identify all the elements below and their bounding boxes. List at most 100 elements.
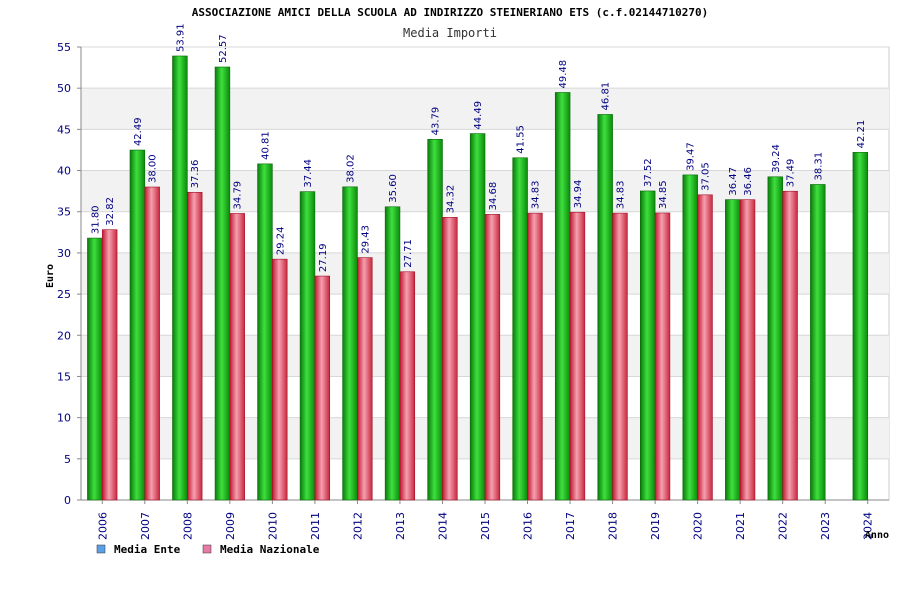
data-label-media-ente: 38.02 [346,154,357,183]
data-label-media-ente: 35.60 [388,174,399,203]
x-tick-label: 2015 [479,512,492,540]
bar-media-ente [214,66,231,501]
bar-media-nazionale [697,194,713,501]
data-label-media-ente: 44.49 [473,101,484,130]
bar-media-ente [767,176,783,501]
data-label-media-nazionale: 38.00 [148,154,159,183]
bar-media-nazionale [654,212,671,501]
bar-media-nazionale [272,258,288,501]
x-tick-label: 2024 [862,512,875,540]
x-tick-label: 2023 [819,512,832,540]
bar-media-nazionale [229,213,245,501]
x-tick-label: 2014 [436,512,449,540]
bar-media-ente [725,199,741,501]
x-tick-label: 2021 [734,512,747,540]
x-tick-label: 2012 [351,512,364,540]
x-tick-label: 2017 [564,512,577,540]
x-tick-label: 2020 [692,512,705,540]
bar-media-ente [384,206,401,501]
bar-media-ente [852,152,869,501]
x-tick-label: 2013 [394,512,407,540]
bar-media-nazionale [144,186,160,501]
bar-media-ente [427,139,443,501]
data-label-media-nazionale: 34.83 [615,180,626,209]
bar-media-ente [682,174,698,501]
bar-media-ente [640,190,656,501]
data-label-media-ente: 52.57 [218,34,229,63]
bar-media-nazionale [739,199,756,501]
y-tick-label: 25 [57,288,71,301]
y-tick-label: 35 [57,206,71,219]
data-labels-group: 31.80 32.82 42.49 38.00 53.91 37.36 52.57 34.79… [90,23,866,272]
data-label-media-ente: 31.80 [90,205,101,234]
bar-media-nazionale [782,190,798,501]
x-tick-label: 2022 [777,512,790,540]
data-label-media-ente: 37.44 [303,159,314,188]
x-tick-label: 2007 [139,512,152,540]
chart-title: ASSOCIAZIONE AMICI DELLA SCUOLA AD INDIR… [192,6,709,19]
data-label-media-nazionale: 34.85 [658,180,669,209]
x-tick-label: 2008 [181,512,194,540]
bar-media-nazionale [612,212,628,501]
x-axis-ticks: 2006 2007 2008 2009 2010 2011 2012 2013 2014 2015… [96,500,875,540]
bar-media-nazionale [569,211,586,501]
data-label-media-nazionale: 32.82 [105,197,116,226]
bar-media-ente [257,163,273,501]
x-tick-label: 2006 [96,512,109,540]
bar-media-ente [172,55,188,501]
bars-group [87,55,869,501]
bar-media-nazionale [484,214,501,501]
legend: Media Ente Media Nazionale [96,543,320,556]
bar-media-nazionale [357,257,373,501]
data-label-media-ente: 42.21 [856,120,867,149]
bar-media-ente [597,114,613,501]
y-tick-label: 10 [57,412,71,425]
chart-subtitle: Media Importi [403,26,497,40]
bar-media-ente [512,157,528,501]
data-label-media-nazionale: 37.36 [190,160,201,189]
y-tick-label: 40 [57,165,71,178]
data-label-media-ente: 36.47 [728,167,739,196]
x-axis-label: Anno [865,530,889,541]
x-tick-label: 2010 [266,512,279,540]
y-tick-label: 5 [64,453,71,466]
data-label-media-ente: 39.47 [686,142,697,171]
bar-media-ente [810,184,826,501]
bar-media-nazionale [101,229,118,501]
data-label-media-ente: 38.31 [813,152,824,181]
x-tick-label: 2018 [607,512,620,540]
bar-media-ente [469,133,486,501]
data-label-media-nazionale: 34.79 [233,181,244,210]
data-label-media-nazionale: 29.43 [360,225,371,254]
x-tick-label: 2009 [224,512,237,540]
y-tick-label: 55 [57,41,71,54]
bar-media-nazionale [399,271,416,501]
data-label-media-nazionale: 36.46 [743,167,754,196]
bar-media-nazionale [187,191,203,501]
grid-band [81,88,889,130]
legend-label-media-ente: Media Ente [114,543,181,556]
data-label-media-ente: 53.91 [175,23,186,52]
bar-media-ente [87,237,103,501]
legend-label-media-nazionale: Media Nazionale [220,543,320,556]
y-tick-label: 0 [64,494,71,507]
data-label-media-ente: 37.52 [643,158,654,187]
data-label-media-ente: 41.55 [516,125,527,154]
y-tick-label: 20 [57,329,71,342]
bar-media-nazionale [442,217,458,501]
legend-swatch-media-nazionale [202,544,212,554]
data-label-media-nazionale: 37.05 [701,162,712,191]
y-axis-label: Euro [45,264,56,288]
data-label-media-nazionale: 37.49 [786,159,797,188]
y-tick-label: 30 [57,247,71,260]
data-label-media-ente: 49.48 [558,60,569,89]
bar-media-ente [129,149,146,501]
data-label-media-ente: 40.81 [260,131,271,160]
data-label-media-nazionale: 27.19 [318,243,329,272]
y-tick-label: 15 [57,370,71,383]
x-tick-label: 2011 [309,512,322,540]
data-label-media-nazionale: 34.68 [488,182,499,211]
data-label-media-ente: 39.24 [771,144,782,173]
bar-media-ente [299,191,316,501]
